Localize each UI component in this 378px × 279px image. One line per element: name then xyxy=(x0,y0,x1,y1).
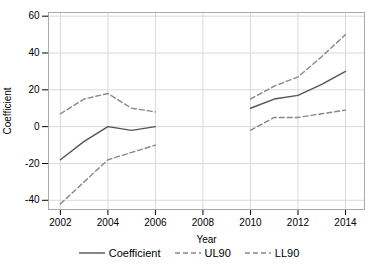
svg-text:Year: Year xyxy=(196,234,217,245)
svg-text:20: 20 xyxy=(28,84,40,95)
svg-text:2010: 2010 xyxy=(239,217,262,228)
svg-text:-20: -20 xyxy=(25,158,40,169)
svg-text:0: 0 xyxy=(34,121,40,132)
svg-text:2006: 2006 xyxy=(144,217,167,228)
svg-text:Coefficient: Coefficient xyxy=(2,87,13,134)
html-text:UL90: UL90 xyxy=(204,247,231,259)
svg-text:40: 40 xyxy=(28,47,40,58)
html-text:Coefficient: Coefficient xyxy=(108,247,161,259)
svg-text:60: 60 xyxy=(28,10,40,21)
svg-text:2008: 2008 xyxy=(192,217,215,228)
svg-text:2004: 2004 xyxy=(97,217,120,228)
svg-text:2002: 2002 xyxy=(49,217,72,228)
svg-text:2014: 2014 xyxy=(334,217,357,228)
svg-text:-40: -40 xyxy=(25,194,40,205)
svg-text:2012: 2012 xyxy=(287,217,310,228)
html-text:LL90: LL90 xyxy=(274,247,300,259)
